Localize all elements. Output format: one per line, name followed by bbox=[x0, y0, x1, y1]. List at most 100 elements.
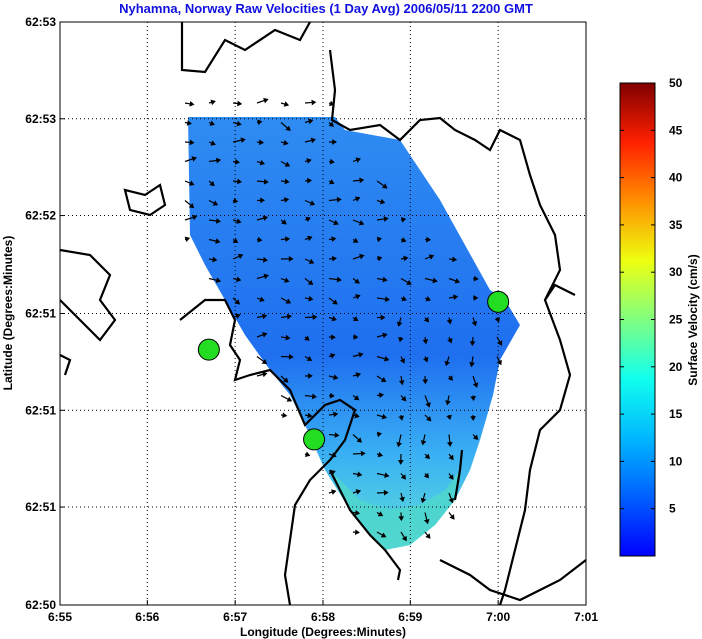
y-axis-label: Latitude (Degrees:Minutes) bbox=[1, 236, 15, 391]
velocity-arrow-head bbox=[216, 157, 222, 164]
velocity-arrow-head bbox=[332, 139, 337, 145]
velocity-arrow-head bbox=[420, 440, 427, 446]
velocity-arrow-head bbox=[261, 313, 268, 320]
velocity-arrow-head bbox=[472, 434, 479, 440]
velocity-arrow-head bbox=[308, 258, 315, 264]
velocity-arrow-head bbox=[282, 377, 289, 383]
velocity-arrow-head bbox=[236, 218, 242, 224]
y-tick-label: 62:51 bbox=[25, 500, 56, 514]
velocity-arrow-head bbox=[447, 338, 453, 344]
y-tick-label: 62:50 bbox=[25, 598, 56, 612]
velocity-arrow-head bbox=[306, 177, 313, 184]
velocity-arrow-head bbox=[215, 238, 221, 244]
velocity-arrow-head bbox=[446, 441, 453, 447]
velocity-arrow-head bbox=[401, 535, 407, 542]
velocity-arrow-head bbox=[354, 509, 361, 516]
colorbar-tick-label: 25 bbox=[669, 313, 683, 327]
velocity-arrow-head bbox=[401, 395, 407, 402]
chart-title: Nyhamna, Norway Raw Velocities (1 Day Av… bbox=[119, 1, 533, 16]
x-tick-label: 7:01 bbox=[574, 610, 598, 624]
velocity-arrow-head bbox=[263, 178, 269, 185]
velocity-arrow-head bbox=[262, 371, 268, 378]
velocity-arrow-head bbox=[188, 202, 195, 209]
velocity-arrow-head bbox=[328, 100, 335, 107]
velocity-arrow-head bbox=[192, 214, 198, 221]
velocity-arrow-head bbox=[283, 101, 290, 107]
velocity-arrow-head bbox=[307, 279, 314, 286]
velocity-arrow-head bbox=[446, 319, 453, 325]
station-marker bbox=[303, 428, 326, 451]
velocity-arrow-head bbox=[473, 295, 479, 301]
x-tick-label: 6:59 bbox=[398, 610, 422, 624]
velocity-arrow-head bbox=[210, 140, 216, 146]
velocity-arrow-head bbox=[353, 395, 360, 401]
velocity-arrow-head bbox=[382, 276, 388, 283]
velocity-arrow-head bbox=[383, 356, 390, 362]
velocity-arrow-head bbox=[448, 454, 454, 461]
velocity-arrow-head bbox=[423, 356, 429, 363]
velocity-arrow-head bbox=[352, 316, 359, 322]
velocity-arrow-head bbox=[383, 216, 389, 222]
velocity-arrow-head bbox=[497, 340, 503, 346]
velocity-arrow-head bbox=[234, 299, 241, 305]
velocity-arrow-head bbox=[328, 121, 334, 127]
velocity-arrow-head bbox=[336, 196, 342, 203]
coastline bbox=[60, 22, 586, 605]
colorbar-tick-label: 45 bbox=[669, 123, 683, 137]
velocity-arrow-head bbox=[310, 137, 317, 144]
velocity-arrow-head bbox=[283, 139, 289, 146]
velocity-arrow-head bbox=[382, 183, 388, 189]
velocity-arrow-head bbox=[240, 137, 246, 144]
velocity-arrow-head bbox=[354, 278, 360, 284]
velocity-arrow-head bbox=[209, 180, 215, 187]
velocity-arrow-head bbox=[423, 472, 430, 479]
velocity-arrow-head bbox=[281, 219, 287, 225]
velocity-arrow-head bbox=[472, 382, 479, 388]
velocity-arrow-head bbox=[184, 236, 191, 243]
velocity-arrow-head bbox=[355, 294, 361, 300]
velocity-arrow-head bbox=[333, 219, 339, 226]
velocity-arrow-head bbox=[357, 471, 363, 478]
velocity-arrow-head bbox=[358, 220, 365, 226]
velocity-field-high bbox=[330, 470, 460, 550]
velocity-arrow-head bbox=[377, 451, 384, 458]
velocity-arrow-head bbox=[355, 372, 361, 378]
velocity-arrow-head bbox=[332, 299, 338, 305]
y-axis-ticks: 62:53 62:53 62:52 62:51 62:51 62:51 62:50 bbox=[25, 15, 65, 612]
velocity-arrow-head bbox=[473, 275, 479, 282]
velocity-arrow-head bbox=[285, 236, 291, 242]
velocity-arrow-head bbox=[446, 414, 452, 421]
velocity-arrow-head bbox=[401, 295, 407, 302]
colorbar-label: Surface Velocity (cm/s) bbox=[686, 254, 700, 385]
velocity-arrow-head bbox=[471, 320, 478, 327]
velocity-arrow-head bbox=[259, 159, 265, 166]
y-tick-label: 62:52 bbox=[25, 209, 56, 223]
velocity-arrow-head bbox=[191, 156, 197, 162]
velocity-arrow-head bbox=[398, 336, 404, 343]
velocity-arrow-head bbox=[384, 296, 390, 303]
velocity-arrow-head bbox=[469, 362, 475, 368]
velocity-arrow-head bbox=[378, 392, 385, 399]
colorbar-tick-label: 40 bbox=[669, 171, 683, 185]
velocity-arrow-head bbox=[259, 296, 265, 302]
velocity-field bbox=[188, 117, 520, 550]
y-tick-label: 62:51 bbox=[25, 307, 56, 321]
velocity-arrow-head bbox=[209, 120, 215, 126]
velocity-arrow-head bbox=[329, 158, 335, 165]
station-marker bbox=[487, 290, 510, 313]
velocity-arrow-head bbox=[284, 197, 290, 203]
velocity-arrow-head bbox=[359, 253, 365, 260]
velocity-arrow-head bbox=[401, 217, 407, 223]
velocity-arrow-head bbox=[398, 380, 405, 386]
velocity-arrow-head bbox=[379, 198, 386, 205]
velocity-arrow-head bbox=[425, 402, 431, 408]
velocity-arrow-head bbox=[399, 358, 405, 364]
velocity-arrow-head bbox=[331, 255, 338, 262]
y-tick-label: 62:53 bbox=[25, 112, 56, 126]
velocity-arrow-head bbox=[469, 341, 476, 347]
velocity-arrow-head bbox=[309, 200, 316, 206]
velocity-arrow-head bbox=[308, 118, 314, 125]
colorbar bbox=[619, 82, 656, 557]
velocity-arrow-head bbox=[210, 99, 216, 106]
